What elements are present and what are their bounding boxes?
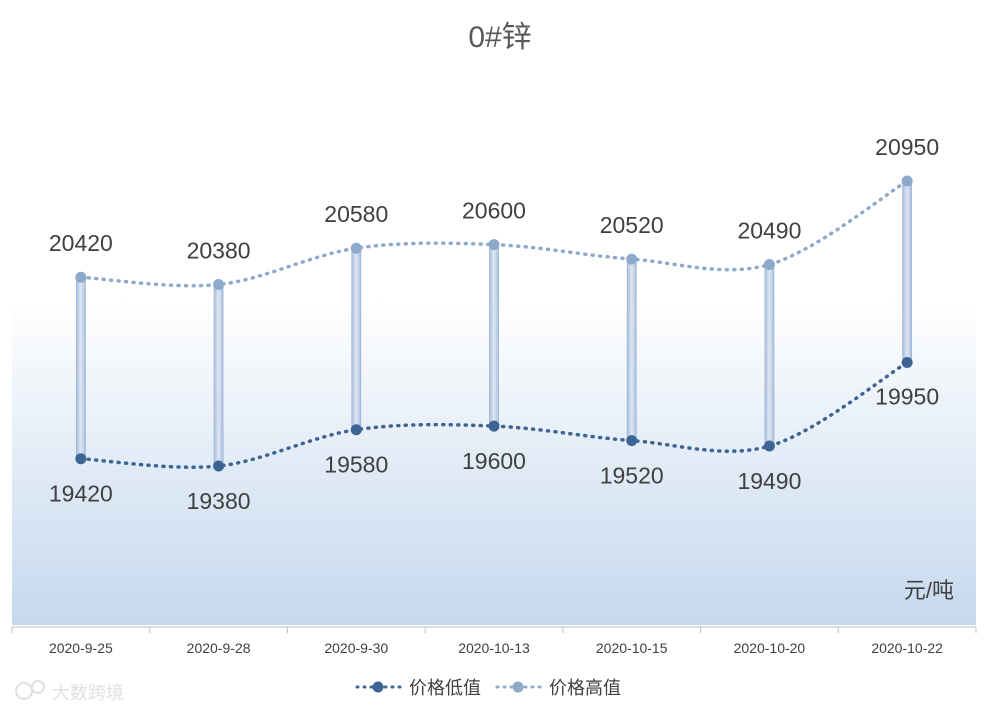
data-point-low bbox=[626, 435, 638, 447]
legend-item-low: 价格低值 bbox=[355, 678, 481, 698]
data-label-low: 19520 bbox=[600, 463, 664, 489]
data-label-low: 19490 bbox=[737, 468, 801, 494]
x-axis-ticks: 2020-9-25 2020-9-28 2020-9-30 2020-10-13 202… bbox=[11, 627, 977, 656]
chart-title: 0#锌 bbox=[468, 21, 531, 54]
data-label-low: 19950 bbox=[875, 384, 939, 410]
data-point-high bbox=[75, 271, 87, 283]
data-label-low: 19380 bbox=[187, 488, 251, 514]
high-low-bar bbox=[626, 258, 637, 441]
watermark-logo-icon-2 bbox=[31, 680, 45, 694]
x-tick-label: 2020-9-28 bbox=[187, 640, 251, 656]
high-low-bar bbox=[213, 284, 224, 467]
watermark-logo-icon bbox=[15, 682, 33, 700]
data-point-low bbox=[763, 440, 775, 452]
data-point-high bbox=[901, 175, 913, 187]
data-label-low: 19420 bbox=[49, 481, 113, 507]
high-low-bar bbox=[489, 244, 499, 427]
watermark: 大数跨境 bbox=[15, 680, 124, 703]
legend-item-high: 价格高值 bbox=[495, 678, 621, 698]
data-label-high: 20420 bbox=[49, 230, 113, 256]
x-tick-label: 2020-10-22 bbox=[871, 640, 943, 656]
high-low-bar bbox=[902, 180, 913, 363]
data-label-high: 20950 bbox=[875, 134, 939, 160]
data-point-low bbox=[350, 424, 362, 436]
data-point-high bbox=[763, 259, 775, 271]
data-label-high: 20600 bbox=[462, 198, 526, 224]
legend-marker-high bbox=[512, 681, 524, 693]
legend: 价格低值 价格高值 bbox=[355, 678, 621, 698]
unit-label: 元/吨 bbox=[904, 578, 954, 603]
data-point-low bbox=[488, 420, 500, 432]
legend-label-high: 价格高值 bbox=[549, 678, 621, 698]
legend-label-low: 价格低值 bbox=[409, 678, 481, 698]
data-point-high bbox=[350, 242, 362, 254]
legend-marker-low bbox=[372, 681, 384, 693]
x-tick-label: 2020-10-15 bbox=[596, 640, 668, 656]
data-label-high: 20490 bbox=[737, 218, 801, 244]
data-point-low bbox=[75, 453, 87, 465]
data-point-low bbox=[901, 357, 913, 369]
data-point-low bbox=[213, 460, 225, 472]
x-tick-label: 2020-10-13 bbox=[458, 640, 530, 656]
data-labels: 20420 19420 20380 19380 20580 19580 20600 19600… bbox=[49, 134, 939, 514]
data-label-low: 19600 bbox=[462, 448, 526, 474]
high-low-bar bbox=[75, 276, 86, 460]
x-tick-label: 2020-9-25 bbox=[49, 640, 113, 656]
data-label-high: 20580 bbox=[324, 201, 388, 227]
series-layer bbox=[75, 175, 913, 472]
data-label-high: 20380 bbox=[187, 238, 251, 264]
data-point-high bbox=[488, 239, 500, 251]
data-label-high: 20520 bbox=[600, 212, 664, 238]
high-low-bar bbox=[764, 264, 775, 447]
x-tick-label: 2020-10-20 bbox=[734, 640, 806, 656]
data-point-high bbox=[213, 279, 225, 290]
watermark-text: 大数跨境 bbox=[52, 683, 124, 703]
data-point-high bbox=[626, 253, 638, 265]
x-tick-label: 2020-9-30 bbox=[324, 640, 388, 656]
high-low-bar bbox=[351, 247, 362, 431]
data-label-low: 19580 bbox=[324, 452, 388, 478]
